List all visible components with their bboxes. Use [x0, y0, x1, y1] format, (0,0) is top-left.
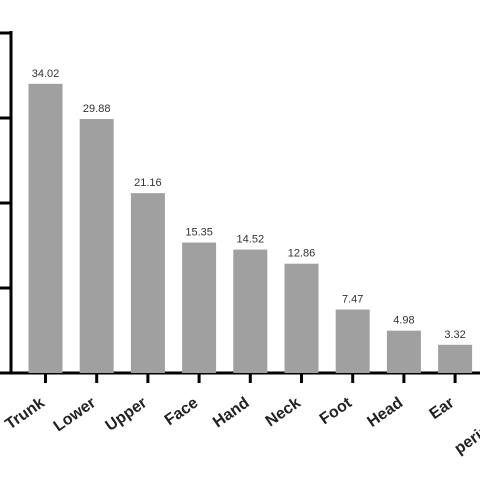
category-label: Neck — [263, 394, 304, 430]
bar-lower — [79, 119, 114, 374]
value-label: 29.88 — [83, 103, 111, 115]
value-label: 7.47 — [342, 294, 363, 306]
bar-upper — [130, 193, 165, 373]
bar-head — [386, 330, 421, 373]
value-label: 3.32 — [444, 329, 465, 341]
value-labels: 34.02 29.88 21.16 15.35 14.52 12.86 7.47 4.98 3.… — [32, 68, 466, 341]
bar-face — [182, 242, 217, 373]
value-label: 21.16 — [134, 177, 162, 189]
category-label: Foot — [317, 394, 356, 428]
category-label: Head — [364, 394, 406, 430]
category-label: Trunk — [2, 394, 48, 433]
bar-trunk — [28, 83, 63, 373]
value-label: 34.02 — [32, 68, 60, 80]
category-label: Upper — [103, 394, 151, 434]
bar-series — [28, 83, 473, 374]
bar-ear — [438, 344, 473, 373]
bar-hand — [233, 249, 268, 373]
bar-foot — [335, 309, 370, 373]
value-label: 14.52 — [237, 234, 265, 246]
category-label: Hand — [210, 394, 253, 431]
category-label: Lower — [51, 394, 99, 435]
category-labels: Trunk Lower Upper Face Hand Neck Foot Head Earpe… — [2, 394, 480, 458]
value-label: 15.35 — [185, 227, 213, 239]
value-label: 4.98 — [393, 315, 414, 327]
category-label: Ear — [427, 394, 458, 423]
value-label: 12.86 — [288, 248, 316, 260]
bar-neck — [284, 263, 319, 373]
category-label: perine — [452, 416, 480, 458]
category-label: Face — [162, 394, 202, 429]
